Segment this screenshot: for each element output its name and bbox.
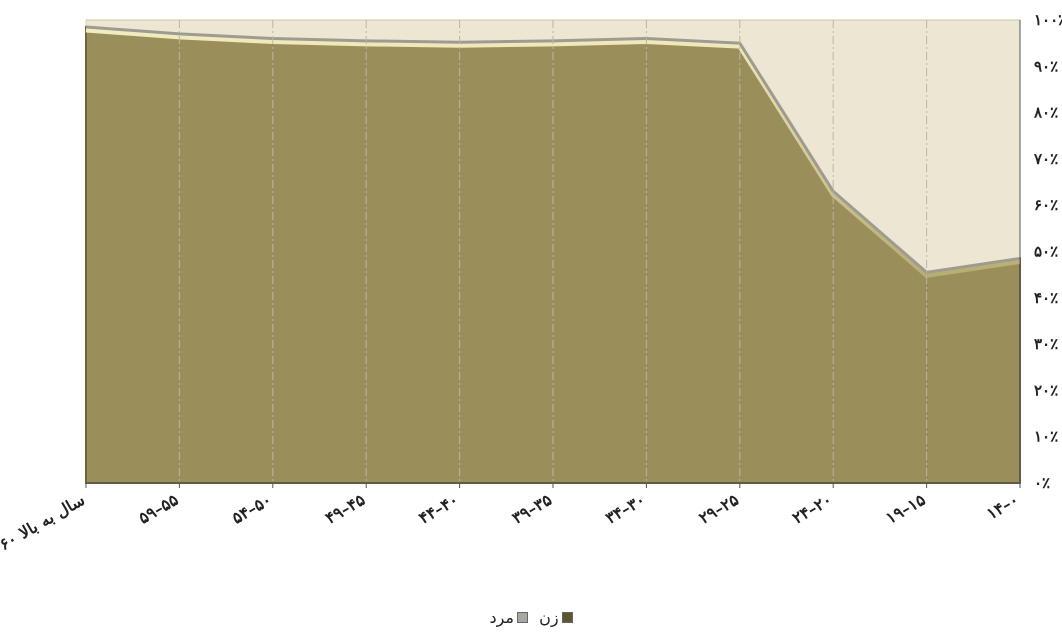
x-tick-label: ۲۴–۲۰ xyxy=(789,490,835,528)
legend-swatch-male xyxy=(516,612,528,623)
y-tick-label: ۴۰٪ xyxy=(1034,289,1058,307)
x-tick-label: ۶۰ سال به بالا xyxy=(0,490,88,554)
x-tick-label: ۵۴–۵۰ xyxy=(229,490,275,528)
y-tick-label: ۵۰٪ xyxy=(1034,243,1058,261)
y-tick-label: ۲۰٪ xyxy=(1034,381,1058,399)
y-tick-label: ۹۰٪ xyxy=(1034,57,1058,75)
legend: مرد زن xyxy=(0,608,1062,627)
x-tick-label: ۱۴–۰ xyxy=(983,490,1022,523)
x-tick-label: ۳۹–۳۵ xyxy=(509,490,556,528)
legend-label-female: زن xyxy=(539,608,559,627)
y-tick-label: ۶۰٪ xyxy=(1034,196,1058,214)
x-tick-label: ۲۹–۲۵ xyxy=(696,490,743,528)
y-tick-label: ۳۰٪ xyxy=(1034,335,1058,353)
y-tick-label: ۱۰۰٪ xyxy=(1034,11,1062,29)
x-tick-label: ۴۴–۴۰ xyxy=(415,490,461,528)
x-tick-label: ۴۹–۴۵ xyxy=(322,490,369,528)
y-tick-label: ۸۰٪ xyxy=(1033,104,1058,122)
legend-label-male: مرد xyxy=(489,608,514,627)
legend-item-male: مرد xyxy=(489,608,528,627)
x-tick-label: ۱۹–۱۵ xyxy=(882,490,929,528)
y-tick-label: ۱۰٪ xyxy=(1034,428,1058,446)
legend-item-female: زن xyxy=(539,608,573,627)
grid-lines xyxy=(85,20,1021,488)
x-tick-label: ۵۹–۵۵ xyxy=(135,490,182,528)
x-axis-ticks: ۶۰ سال به بالا ۵۹–۵۵ ۵۴–۵۰ ۴۹–۴۵ ۴۴–۴۰ ۳۹–۳۵ ۳… xyxy=(0,490,1022,554)
legend-swatch-female xyxy=(561,612,573,623)
x-tick-label: ۳۴–۳۰ xyxy=(602,490,648,528)
y-tick-label: ۰٪ xyxy=(1034,474,1050,492)
y-axis-ticks: ۰٪ ۱۰٪ ۲۰٪ ۳۰٪ ۴۰٪ ۵۰٪ ۶۰٪ ۷۰٪ ۸۰٪ ۹۰٪ ۱۰۰٪ xyxy=(1033,11,1062,492)
y-tick-label: ۷۰٪ xyxy=(1033,150,1058,168)
